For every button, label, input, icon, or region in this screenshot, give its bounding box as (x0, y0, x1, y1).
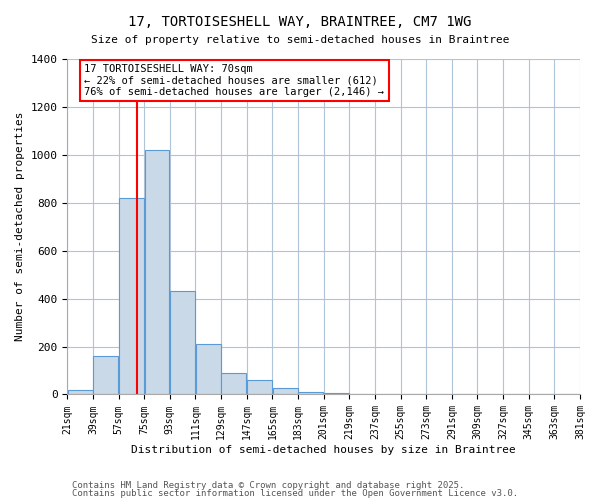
X-axis label: Distribution of semi-detached houses by size in Braintree: Distribution of semi-detached houses by … (131, 445, 516, 455)
Bar (170, 292, 195, 395)
Bar (247, 380, 272, 394)
Bar (145, 150, 169, 394)
Y-axis label: Number of semi-detached properties: Number of semi-detached properties (15, 112, 25, 342)
Text: 17 TORTOISESHELL WAY: 70sqm
← 22% of semi-detached houses are smaller (612)
76% : 17 TORTOISESHELL WAY: 70sqm ← 22% of sem… (85, 64, 385, 97)
Bar (221, 373, 247, 394)
Bar (68, 390, 92, 394)
Bar (119, 198, 144, 394)
Bar (93, 356, 118, 395)
Text: Size of property relative to semi-detached houses in Braintree: Size of property relative to semi-detach… (91, 35, 509, 45)
Bar (298, 392, 323, 394)
Text: Contains HM Land Registry data © Crown copyright and database right 2025.: Contains HM Land Registry data © Crown c… (72, 481, 464, 490)
Bar (196, 344, 221, 395)
Text: 17, TORTOISESHELL WAY, BRAINTREE, CM7 1WG: 17, TORTOISESHELL WAY, BRAINTREE, CM7 1W… (128, 15, 472, 29)
Bar (273, 388, 298, 394)
Text: Contains public sector information licensed under the Open Government Licence v3: Contains public sector information licen… (72, 488, 518, 498)
